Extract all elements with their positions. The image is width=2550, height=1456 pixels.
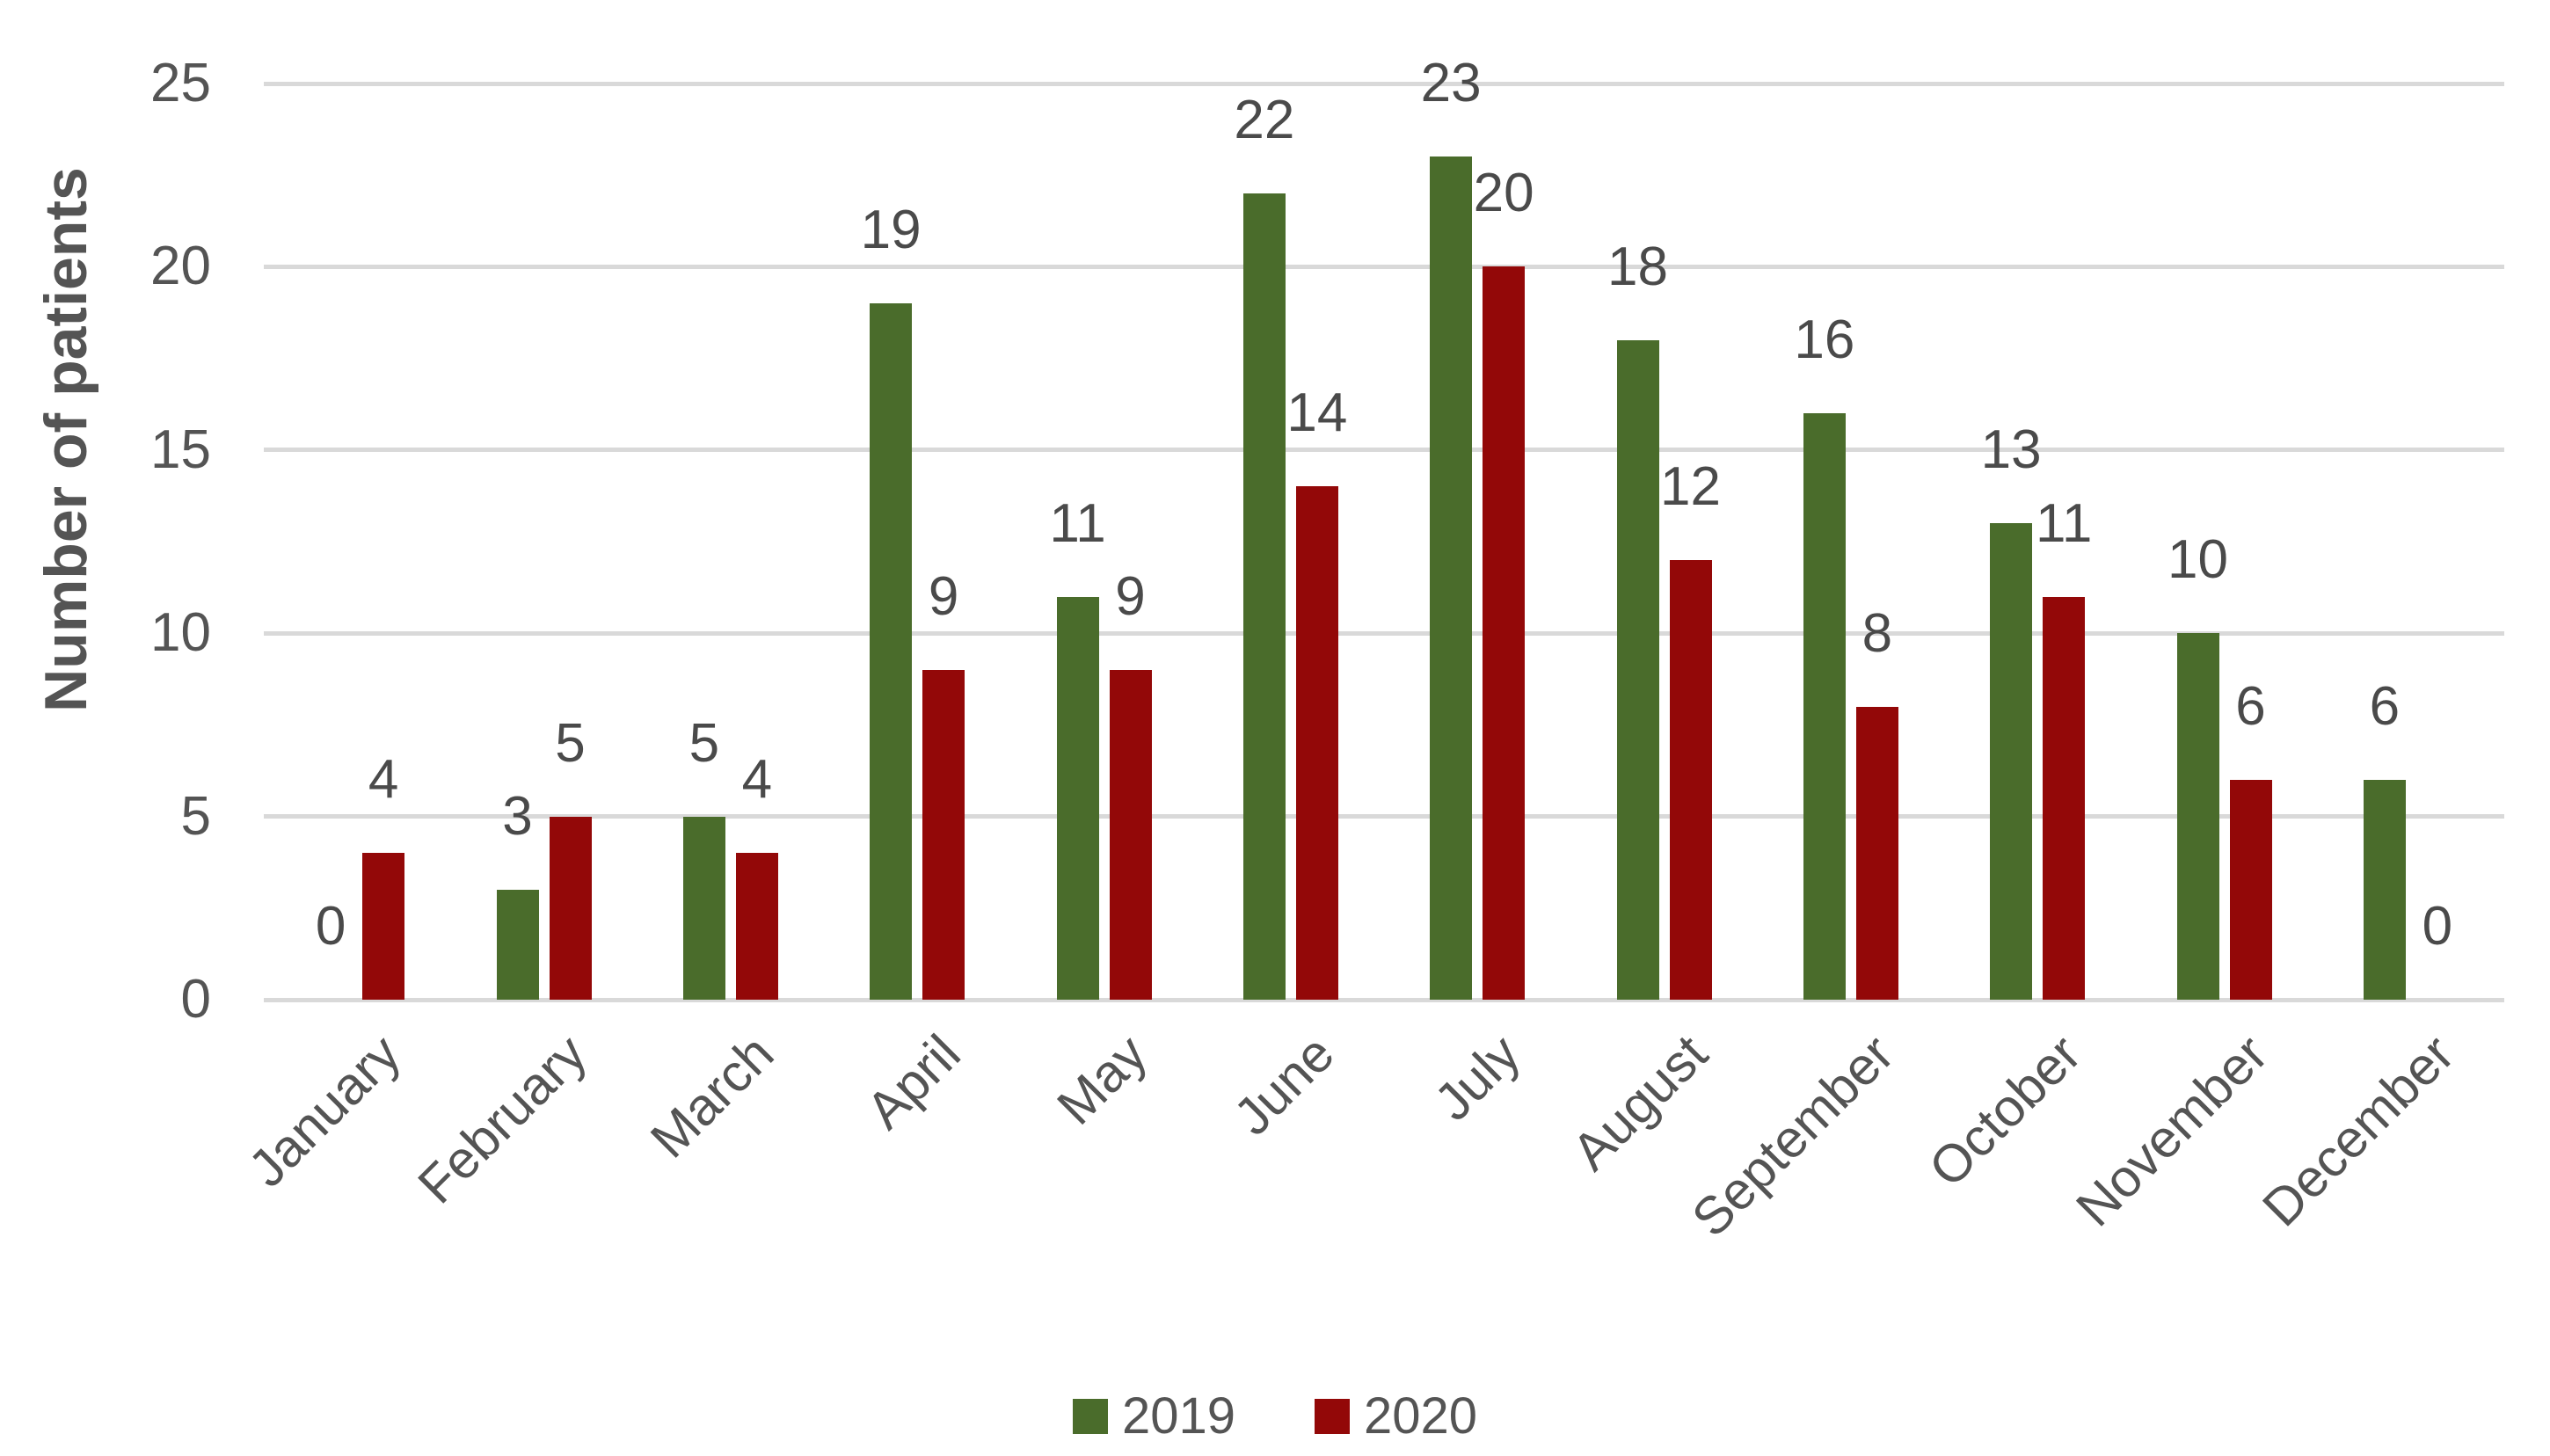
data-label-2019-may: 11 — [1049, 492, 1106, 554]
x-axis-label-april: April — [855, 1023, 972, 1140]
bar-2019-september — [1803, 413, 1846, 1000]
x-axis-label-september: September — [1680, 1023, 1905, 1249]
data-label-2020-december: 0 — [2422, 896, 2453, 957]
bar-2020-june — [1295, 486, 1338, 1000]
x-axis-label-december: December — [2251, 1023, 2466, 1238]
y-tick-label-10: 10 — [150, 602, 211, 664]
x-axis-label-february: February — [407, 1023, 599, 1215]
legend-label-2020: 2020 — [1364, 1387, 1478, 1445]
bar-2020-february — [549, 816, 592, 1000]
x-axis-label-may: May — [1046, 1023, 1159, 1136]
bar-2020-november — [2229, 779, 2272, 1000]
y-tick-label-15: 15 — [150, 419, 211, 480]
x-axis-label-march: March — [639, 1023, 785, 1169]
data-label-2020-november: 6 — [2235, 675, 2266, 737]
bar-2019-april — [870, 303, 913, 1000]
data-label-2020-august: 12 — [1660, 455, 1721, 517]
x-axis-label-june: June — [1222, 1023, 1345, 1147]
y-tick-label-5: 5 — [180, 785, 211, 847]
legend-swatch-2020 — [1315, 1399, 1350, 1434]
legend-item-2019: 2019 — [1072, 1387, 1235, 1445]
data-label-2019-april: 19 — [860, 200, 922, 261]
bar-2020-may — [1109, 669, 1152, 1000]
x-axis-label-october: October — [1917, 1023, 2092, 1198]
data-label-2019-december: 6 — [2369, 675, 2401, 737]
data-label-2019-february: 3 — [502, 785, 533, 847]
gridline-y-5 — [264, 814, 2504, 819]
bar-2019-october — [1990, 523, 2033, 1000]
data-label-2019-january: 0 — [315, 896, 346, 957]
bar-2020-october — [2043, 596, 2086, 1000]
gridline-y-20 — [264, 264, 2504, 269]
bar-2020-september — [1855, 706, 1898, 1000]
data-label-2019-march: 5 — [688, 712, 720, 774]
plot-area: 0 4 3 5 5 4 19 9 11 9 22 14 23 20 18 12 16 8 13 11 10 6 6 0 — [264, 56, 2504, 1002]
legend-label-2019: 2019 — [1121, 1387, 1235, 1445]
data-label-2019-august: 18 — [1607, 236, 1668, 297]
data-label-2020-february: 5 — [555, 712, 586, 774]
bar-2019-december — [2363, 779, 2406, 1000]
y-tick-label-25: 25 — [150, 53, 211, 113]
data-label-2020-july: 20 — [1473, 163, 1534, 224]
bar-2020-april — [922, 669, 965, 1000]
bar-2019-july — [1430, 157, 1473, 1000]
bar-2019-august — [1616, 339, 1659, 1000]
x-axis-label-august: August — [1560, 1023, 1719, 1182]
bar-2019-february — [496, 889, 539, 1000]
y-tick-label-20: 20 — [150, 236, 211, 297]
bar-2020-july — [1483, 266, 1526, 1000]
x-axis-label-november: November — [2065, 1023, 2279, 1238]
data-label-2020-may: 9 — [1115, 565, 1146, 627]
data-label-2020-june: 14 — [1286, 382, 1348, 444]
bar-2020-march — [735, 853, 778, 1000]
data-label-2020-october: 11 — [2035, 492, 2093, 554]
data-label-2019-november: 10 — [2168, 529, 2228, 591]
data-label-2020-january: 4 — [368, 749, 399, 811]
bar-2020-august — [1669, 559, 1712, 1000]
gridline-y-10 — [264, 630, 2504, 636]
gridline-y-25 — [264, 81, 2504, 86]
data-label-2019-july: 23 — [1420, 53, 1482, 114]
data-label-2019-october: 13 — [1980, 419, 2042, 481]
data-label-2019-september: 16 — [1794, 309, 1855, 371]
bar-2019-march — [682, 816, 725, 1000]
x-axis-label-january: January — [237, 1023, 412, 1198]
data-label-2020-march: 4 — [741, 749, 773, 811]
data-label-2019-june: 22 — [1234, 90, 1295, 151]
bar-2020-january — [362, 853, 405, 1000]
gridline-y-15 — [264, 448, 2504, 453]
y-tick-label-0: 0 — [180, 969, 211, 1030]
legend: 2019 2020 — [0, 1391, 2550, 1442]
x-axis-label-july: July — [1424, 1023, 1532, 1132]
bar-2019-may — [1056, 596, 1099, 1000]
data-label-2020-september: 8 — [1862, 602, 1893, 664]
bar-2019-june — [1242, 193, 1286, 1000]
bar-2019-november — [2176, 633, 2219, 1000]
legend-item-2020: 2020 — [1315, 1391, 1477, 1442]
gridline-y-0 — [264, 997, 2504, 1002]
legend-swatch-2019 — [1072, 1399, 1108, 1434]
data-label-2020-april: 9 — [928, 565, 959, 627]
